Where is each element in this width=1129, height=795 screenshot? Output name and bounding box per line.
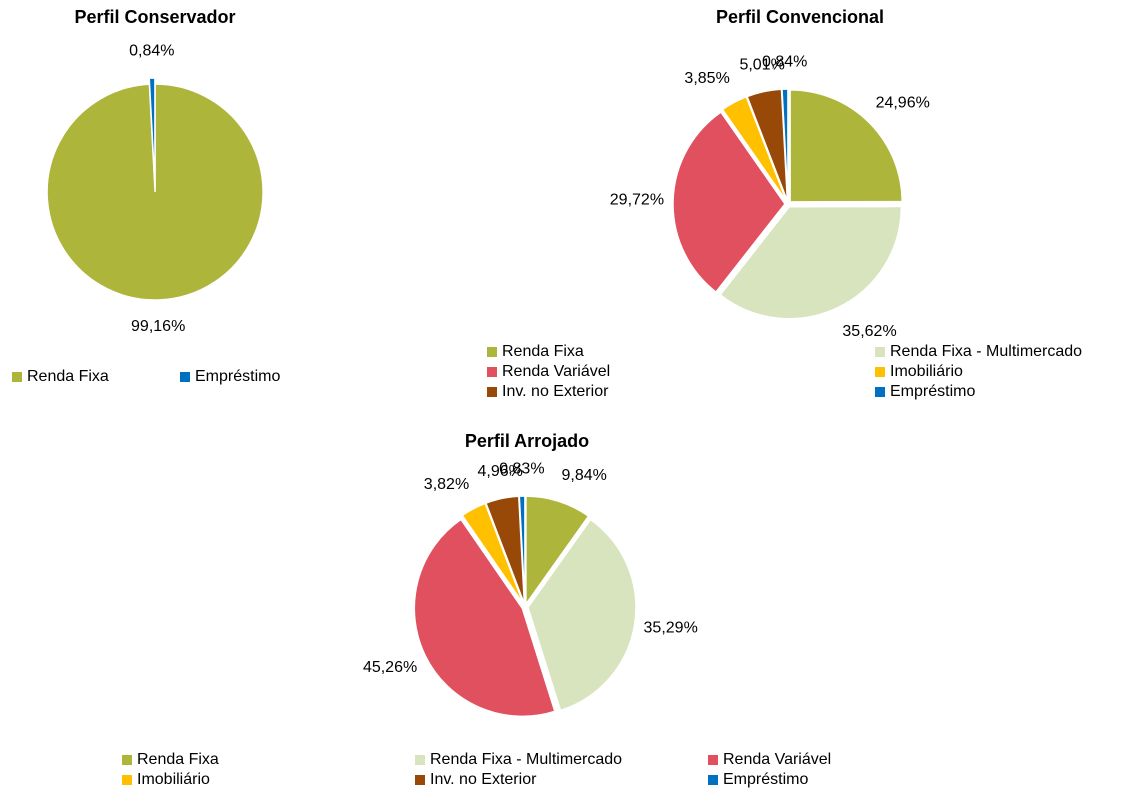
legend-swatch — [180, 372, 190, 382]
legend-label: Renda Fixa — [502, 343, 584, 360]
legend-swatch — [12, 372, 22, 382]
pie-slice — [413, 518, 556, 718]
pie-slice — [46, 83, 264, 301]
pie-slice — [719, 205, 903, 320]
legend-label: Empréstimo — [195, 368, 280, 385]
data-label: 35,29% — [644, 620, 698, 637]
pie-slice — [148, 77, 156, 187]
legend-swatch — [875, 367, 885, 377]
legend-label: Imobiliário — [890, 363, 963, 380]
legend-swatch — [415, 755, 425, 765]
data-label: 3,85% — [684, 70, 729, 87]
chart-title: Perfil Conservador — [74, 7, 235, 27]
legend-swatch — [708, 755, 718, 765]
legend-swatch — [875, 387, 885, 397]
legend-swatch — [708, 775, 718, 785]
legend-label: Empréstimo — [723, 771, 808, 788]
pie-slice — [527, 518, 637, 712]
pie-slice — [518, 495, 526, 605]
legend-label: Imobiliário — [137, 771, 210, 788]
legend-label: Renda Fixa - Multimercado — [890, 343, 1082, 360]
pie-slice — [672, 111, 786, 294]
pie-slice — [525, 495, 590, 607]
data-label: 4,96% — [478, 463, 523, 480]
data-label: 99,16% — [131, 318, 185, 335]
legend-label: Renda Variável — [723, 751, 831, 768]
legend-label: Renda Fixa - Multimercado — [430, 751, 622, 768]
data-label: 3,82% — [424, 476, 469, 493]
legend-label: Empréstimo — [890, 383, 975, 400]
legend-swatch — [875, 347, 885, 357]
legend-swatch — [415, 775, 425, 785]
data-label: 24,96% — [876, 95, 930, 112]
pie-slice — [789, 89, 903, 203]
data-label: 29,72% — [610, 191, 664, 208]
pie-slice — [781, 88, 789, 202]
data-label: 45,26% — [363, 659, 417, 676]
data-label: 35,62% — [842, 323, 896, 340]
data-label: 0,83% — [499, 460, 544, 477]
data-label: 5,01% — [739, 56, 784, 73]
legend-swatch — [487, 387, 497, 397]
legend-swatch — [122, 755, 132, 765]
legend-label: Renda Fixa — [137, 751, 219, 768]
legend-label: Inv. no Exterior — [502, 383, 609, 400]
data-label: 0,84% — [129, 42, 174, 59]
data-label: 0,84% — [762, 53, 807, 70]
legend-swatch — [122, 775, 132, 785]
legend-label: Inv. no Exterior — [430, 771, 537, 788]
chart-title: Perfil Arrojado — [465, 431, 589, 451]
legend-label: Renda Variável — [502, 363, 610, 380]
data-label: 9,84% — [562, 467, 607, 484]
chart-title: Perfil Convencional — [716, 7, 884, 27]
legend-swatch — [487, 367, 497, 377]
legend-label: Renda Fixa — [27, 368, 109, 385]
pie-slice — [721, 95, 788, 202]
pie-slice — [461, 502, 525, 605]
legend-swatch — [487, 347, 497, 357]
